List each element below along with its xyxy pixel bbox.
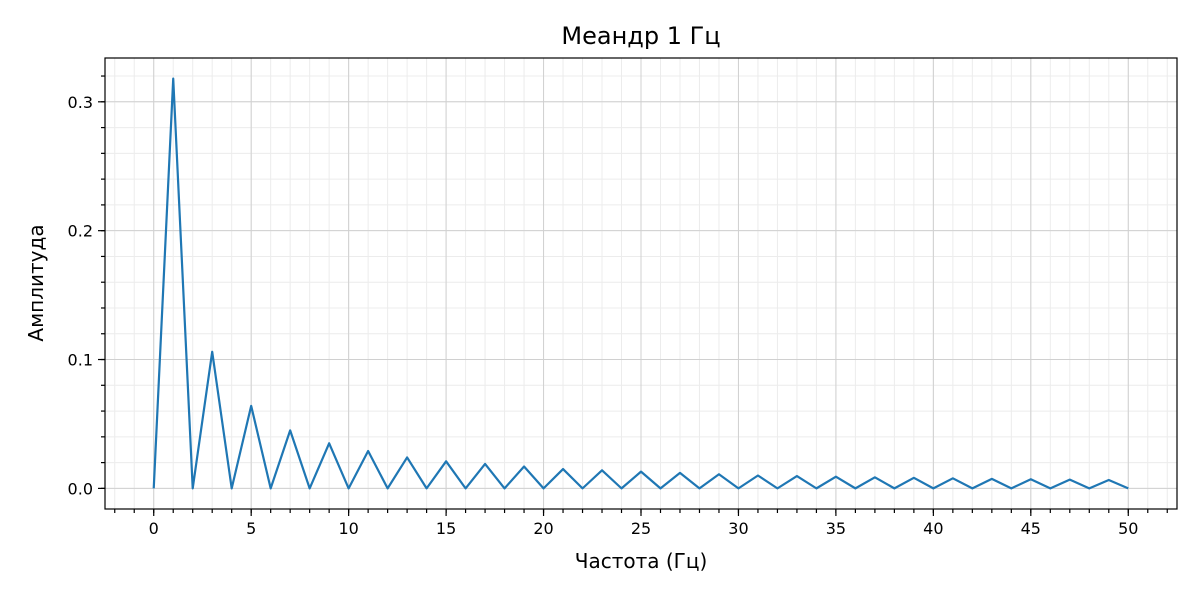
data-point [347, 486, 351, 490]
chart-title: Меандр 1 Гц [561, 22, 720, 50]
data-point [210, 350, 214, 354]
x-tick-label: 25 [631, 519, 651, 538]
x-axis-ticks: 0 5 10 15 20 25 30 35 40 45 50 [114, 509, 1168, 538]
data-point [230, 486, 234, 490]
data-point [522, 464, 526, 468]
data-point [834, 475, 838, 479]
data-point [249, 404, 253, 408]
data-point [444, 459, 448, 463]
data-point [620, 486, 624, 490]
data-point [483, 462, 487, 466]
x-tick-label: 35 [826, 519, 846, 538]
data-point [970, 486, 974, 490]
data-point [288, 428, 292, 432]
series-layer [152, 77, 1130, 490]
data-point [756, 473, 760, 477]
data-point [308, 486, 312, 490]
data-point [464, 486, 468, 490]
data-point [191, 486, 195, 490]
data-point [327, 441, 331, 445]
data-point [697, 486, 701, 490]
data-point [366, 449, 370, 453]
data-point [1087, 486, 1091, 490]
data-point [1107, 478, 1111, 482]
y-tick-label: 0.2 [68, 222, 93, 241]
data-point [990, 477, 994, 481]
x-tick-label: 20 [533, 519, 553, 538]
y-tick-label: 0.3 [68, 93, 93, 112]
x-tick-label: 5 [246, 519, 256, 538]
x-tick-label: 45 [1021, 519, 1041, 538]
data-point [561, 467, 565, 471]
y-tick-label: 0.1 [68, 351, 93, 370]
data-point [775, 486, 779, 490]
data-point [269, 486, 273, 490]
data-point [1126, 486, 1130, 490]
data-point [931, 486, 935, 490]
data-point [425, 486, 429, 490]
data-point [892, 486, 896, 490]
data-point [658, 486, 662, 490]
data-point [678, 471, 682, 475]
data-point [503, 486, 507, 490]
data-point [581, 486, 585, 490]
y-axis-label: Амплитуда [24, 224, 48, 341]
x-tick-label: 10 [338, 519, 358, 538]
x-tick-label: 15 [436, 519, 456, 538]
data-point [1009, 486, 1013, 490]
data-point [542, 486, 546, 490]
major-grid [105, 58, 1177, 509]
data-point [814, 486, 818, 490]
x-tick-label: 30 [728, 519, 748, 538]
y-tick-label: 0.0 [68, 479, 93, 498]
x-axis-label: Частота (Гц) [575, 549, 708, 573]
data-point [600, 468, 604, 472]
series-line [152, 77, 1129, 490]
data-point [717, 472, 721, 476]
data-point [912, 476, 916, 480]
y-axis-ticks: 0.0 0.1 0.2 0.3 [68, 75, 105, 498]
data-point [171, 77, 175, 81]
data-point [639, 470, 643, 474]
data-point [405, 455, 409, 459]
data-point [1068, 478, 1072, 482]
data-point [795, 474, 799, 478]
x-tick-label: 40 [923, 519, 943, 538]
data-point [951, 476, 955, 480]
data-point [853, 486, 857, 490]
data-point [873, 475, 877, 479]
x-tick-label: 0 [149, 519, 159, 538]
data-point [1048, 486, 1052, 490]
data-point [386, 486, 390, 490]
data-point [1029, 477, 1033, 481]
data-point [152, 486, 156, 490]
data-point [736, 486, 740, 490]
x-tick-label: 50 [1118, 519, 1138, 538]
